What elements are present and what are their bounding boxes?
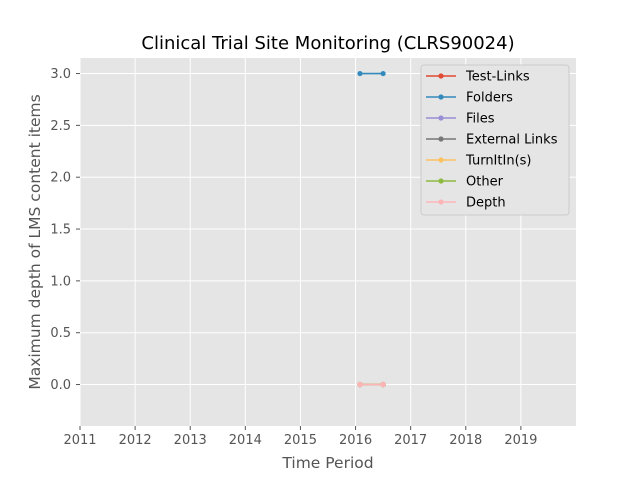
x-tick-label: 2014 xyxy=(229,433,262,448)
legend-marker xyxy=(438,199,444,205)
legend-marker xyxy=(438,115,444,121)
legend-marker xyxy=(438,136,444,142)
y-tick-label: 0.5 xyxy=(50,326,71,341)
y-tick-label: 1.0 xyxy=(50,274,71,289)
legend-marker xyxy=(438,73,444,79)
x-tick-label: 2017 xyxy=(394,433,427,448)
x-tick-label: 2012 xyxy=(119,433,152,448)
x-tick-label: 2013 xyxy=(174,433,207,448)
y-axis-title: Maximum depth of LMS content items xyxy=(26,94,44,389)
legend-label: Files xyxy=(466,112,495,127)
legend-marker xyxy=(438,94,444,100)
chart-title: Clinical Trial Site Monitoring (CLRS9002… xyxy=(141,33,514,54)
legend-box xyxy=(420,64,570,216)
y-tick-label: 0.0 xyxy=(50,378,71,393)
legend-label: Test-Links xyxy=(465,70,530,85)
data-point xyxy=(357,70,363,77)
x-tick-label: 2016 xyxy=(339,433,372,448)
x-tick-label: 2015 xyxy=(284,433,317,448)
series-layer xyxy=(357,70,386,388)
data-point xyxy=(380,381,386,388)
y-tick-label: 1.5 xyxy=(50,223,71,238)
x-tick-label: 2011 xyxy=(63,433,96,448)
data-point xyxy=(380,70,386,77)
legend-label: External Links xyxy=(466,133,558,148)
tick-labels: 2011 2012 2013 2014 2015 2016 2017 2018 2019 0.0 0… xyxy=(50,67,537,448)
legend-label: Folders xyxy=(466,91,513,106)
legend-label: TurnItIn(s) xyxy=(465,154,531,169)
data-point xyxy=(357,381,363,388)
legend-label: Depth xyxy=(466,196,506,211)
legend: Test-Links Folders Files External Links Turn… xyxy=(420,64,570,216)
legend-label: Other xyxy=(466,175,504,190)
legend-marker xyxy=(438,157,444,163)
y-tick-label: 2.5 xyxy=(50,119,71,134)
x-tick-label: 2019 xyxy=(504,433,537,448)
x-tick-label: 2018 xyxy=(449,433,482,448)
y-tick-label: 3.0 xyxy=(50,67,71,82)
x-axis-title: Time Period xyxy=(281,454,373,472)
legend-marker xyxy=(438,178,444,184)
y-tick-label: 2.0 xyxy=(50,171,71,186)
